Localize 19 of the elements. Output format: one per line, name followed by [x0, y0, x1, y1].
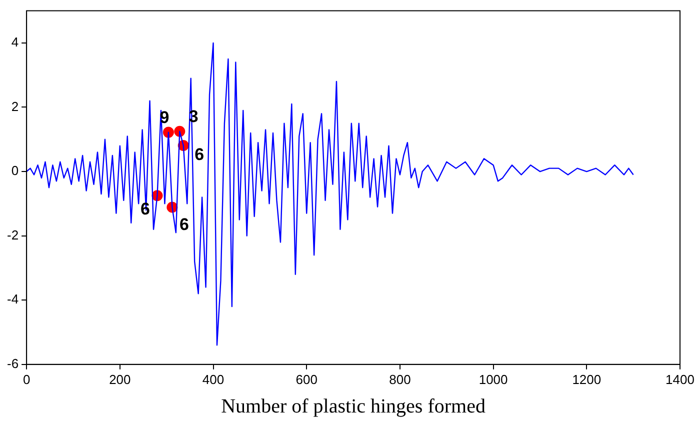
x-tick-label: 1200 — [572, 372, 602, 387]
y-tick-label: -4 — [6, 292, 19, 307]
y-tick-label: 0 — [11, 163, 19, 178]
annotation: 6 — [140, 199, 150, 218]
y-tick-label: 2 — [11, 98, 19, 114]
x-tick-label: 0 — [22, 372, 30, 387]
annotation: 6 — [179, 214, 189, 234]
x-tick-label: 400 — [202, 372, 224, 387]
x-tick-label: 1400 — [666, 372, 694, 387]
y-tick-label: -6 — [6, 356, 19, 371]
x-axis-title: Number of plastic hinges formed — [221, 395, 486, 418]
annotation: 6 — [194, 145, 204, 164]
x-tick-label: 600 — [296, 372, 318, 387]
point — [162, 126, 174, 138]
x-tick-label: 200 — [109, 372, 131, 387]
y-tick-label: 4 — [11, 34, 19, 50]
y-tick-label: -2 — [6, 227, 19, 242]
x-tick-label: 800 — [389, 372, 411, 387]
x-tick-label: 1000 — [478, 372, 508, 387]
